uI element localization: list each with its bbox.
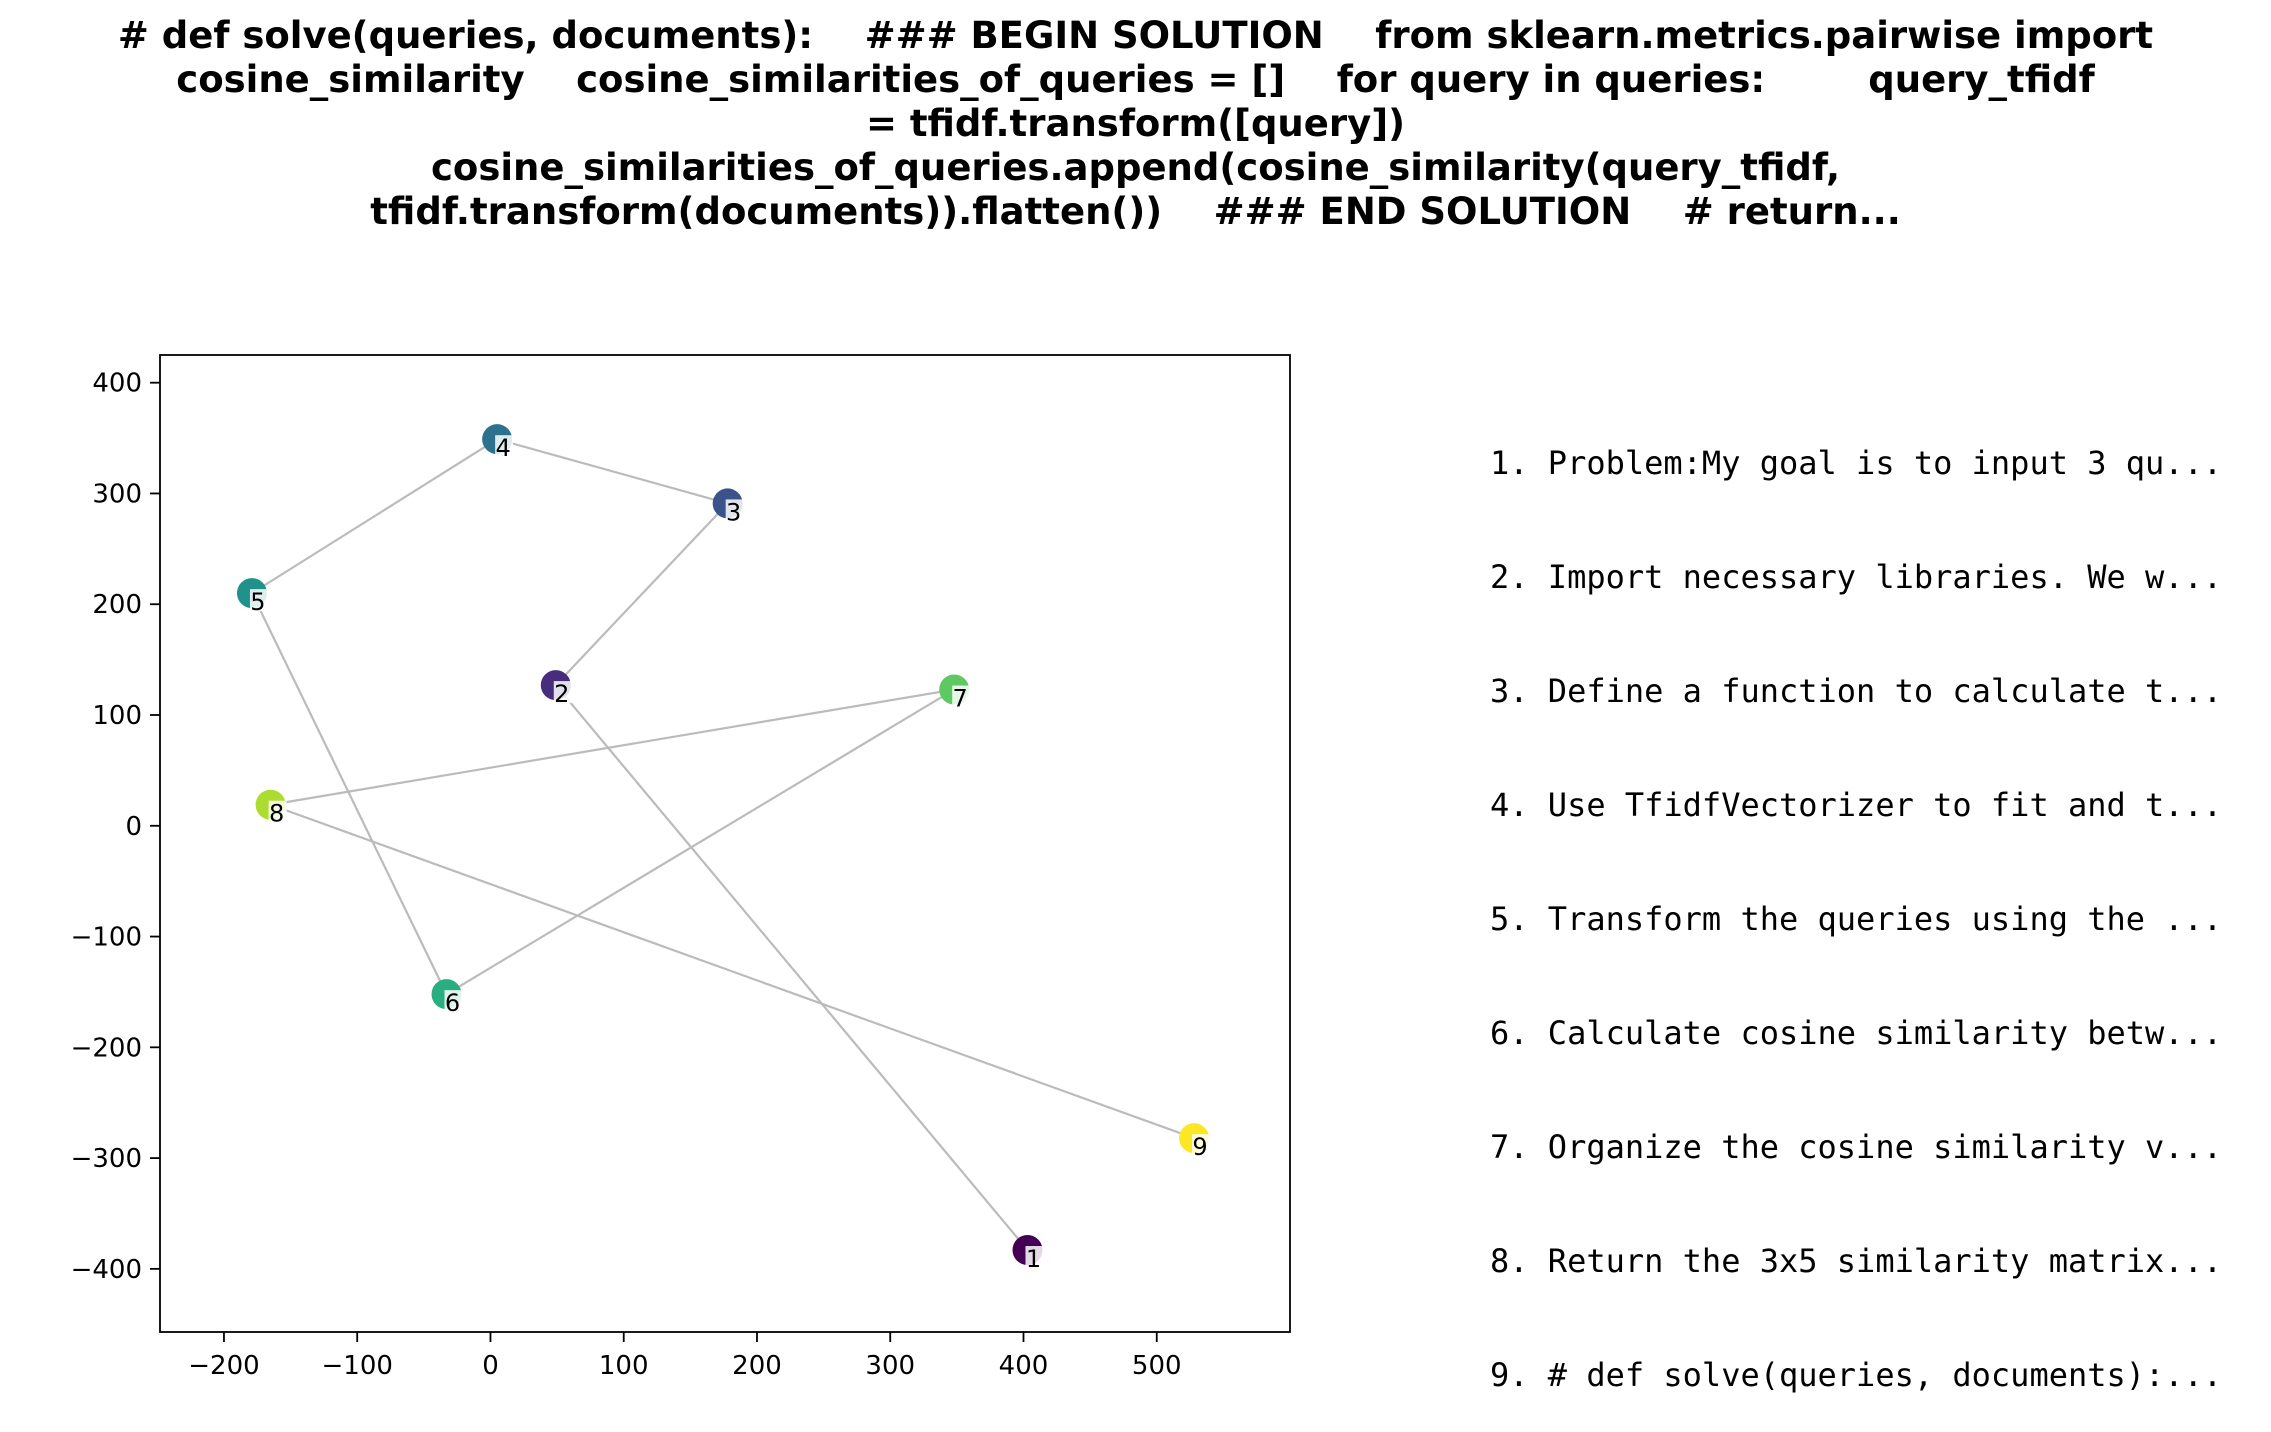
point-label: 9 [1192, 1133, 1207, 1161]
y-tick-label: −400 [71, 1255, 142, 1285]
x-tick-label: −200 [188, 1351, 259, 1381]
steps-list: 1. Problem:My goal is to input 3 qu... 2… [1490, 368, 2222, 1432]
connector-line [445, 688, 955, 996]
chart-title-line: tfidf.transform(documents)).flatten()) #… [370, 190, 1901, 233]
x-axis: −200 −100 0 100 200 300 400 500 [188, 1332, 1182, 1381]
point-label-bg [725, 499, 744, 522]
point-labels: 1 2 3 4 5 6 7 8 9 [249, 434, 1211, 1273]
step-item: 5. Transform the queries using the ... [1490, 900, 2223, 938]
point-label-bg [1192, 1134, 1211, 1157]
y-axis: −400 −300 −200 −100 0 100 200 300 400 [71, 369, 160, 1285]
connector-line [270, 688, 955, 806]
chart-title: # def solve(queries, documents): ### BEG… [0, 14, 2271, 234]
point-label-bg [553, 681, 572, 704]
y-tick-label: −100 [71, 923, 142, 953]
point-label-bg [249, 589, 268, 612]
connector-line [554, 684, 1029, 1251]
connector-line [250, 592, 448, 995]
point-label: 4 [495, 434, 510, 462]
step-item: 8. Return the 3x5 similarity matrix... [1490, 1242, 2223, 1280]
point-label-bg [444, 990, 463, 1013]
x-tick-label: −100 [322, 1351, 393, 1381]
step-item: 1. Problem:My goal is to input 3 qu... [1490, 444, 2223, 482]
chart-title-line: cosine_similarities_of_queries.append(co… [430, 146, 1841, 189]
point-label-bg [952, 685, 971, 708]
x-tick-label: 300 [865, 1351, 915, 1381]
point-label: 1 [1026, 1245, 1041, 1273]
x-tick-label: 0 [482, 1351, 499, 1381]
step-item: 3. Define a function to calculate t... [1490, 672, 2223, 710]
step-item: 9. # def solve(queries, documents):... [1490, 1356, 2223, 1394]
step-item: 6. Calculate cosine similarity betw... [1490, 1014, 2223, 1052]
point-label-bg [1025, 1246, 1044, 1269]
connector-lines [250, 438, 1195, 1251]
point-label-bg [495, 435, 514, 458]
connector-line [270, 803, 1195, 1140]
y-tick-label: 200 [92, 590, 142, 620]
chart-title-line: # def solve(queries, documents): ### BEG… [117, 14, 2154, 57]
step-item: 7. Organize the cosine similarity v... [1490, 1128, 2223, 1166]
connector-line [251, 438, 498, 595]
y-tick-label: 0 [125, 812, 142, 842]
chart-title-line: = tfidf.transform([query]) [865, 102, 1406, 145]
x-tick-label: 500 [1132, 1351, 1182, 1381]
point-label: 5 [250, 588, 265, 616]
x-tick-label: 400 [999, 1351, 1049, 1381]
point-label: 6 [445, 989, 460, 1017]
connector-line [496, 438, 728, 505]
connector-line [554, 502, 729, 686]
y-tick-label: −200 [71, 1033, 142, 1063]
plot-area-frame [159, 354, 1291, 1333]
y-tick-label: −300 [71, 1144, 142, 1174]
chart-title-line: cosine_similarity cosine_similarities_of… [176, 58, 2095, 101]
point-label: 8 [269, 800, 284, 828]
point-label-bg [268, 800, 287, 823]
y-tick-label: 400 [92, 369, 142, 399]
x-tick-label: 200 [732, 1351, 782, 1381]
step-item: 4. Use TfidfVectorizer to fit and t... [1490, 786, 2223, 824]
point-label: 3 [726, 498, 741, 526]
y-tick-label: 100 [92, 701, 142, 731]
step-item: 2. Import necessary libraries. We w... [1490, 558, 2223, 596]
point-label: 7 [953, 685, 968, 713]
x-tick-label: 100 [599, 1351, 649, 1381]
point-label: 2 [554, 680, 569, 708]
y-tick-label: 300 [92, 479, 142, 509]
